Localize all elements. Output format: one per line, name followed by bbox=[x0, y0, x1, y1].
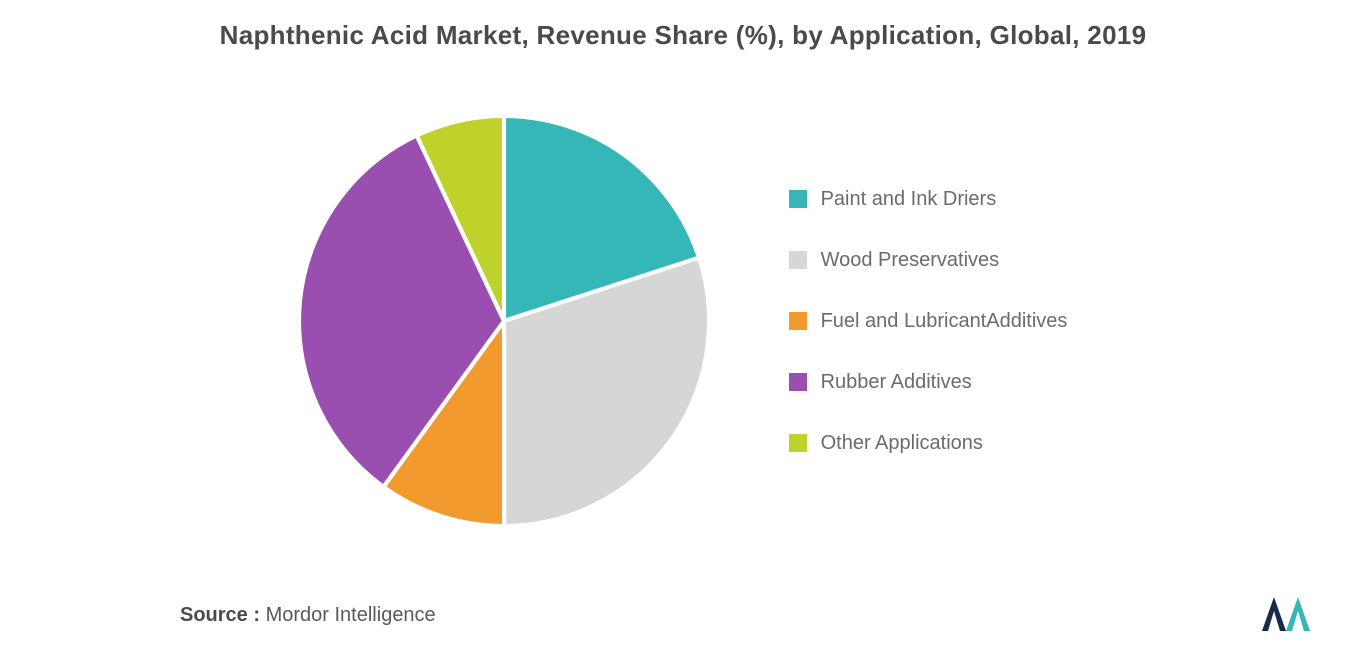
legend-swatch bbox=[789, 434, 807, 452]
legend-label: Wood Preservatives bbox=[821, 249, 1000, 272]
legend-item: Wood Preservatives bbox=[789, 249, 1068, 272]
legend-label: Fuel and LubricantAdditives bbox=[821, 310, 1068, 333]
legend-label: Rubber Additives bbox=[821, 371, 972, 394]
legend-item: Paint and Ink Driers bbox=[789, 188, 1068, 211]
legend-swatch bbox=[789, 312, 807, 330]
source-attribution: Source : Mordor Intelligence bbox=[180, 604, 436, 627]
source-label: Source : bbox=[180, 604, 260, 626]
brand-logo bbox=[1256, 591, 1316, 631]
legend: Paint and Ink Driers Wood Preservatives Fu… bbox=[789, 188, 1068, 455]
logo-bar-dark bbox=[1262, 597, 1286, 631]
legend-label: Other Applications bbox=[821, 432, 983, 455]
pie-chart bbox=[299, 116, 709, 526]
legend-item: Fuel and LubricantAdditives bbox=[789, 310, 1068, 333]
legend-swatch bbox=[789, 190, 807, 208]
legend-swatch bbox=[789, 373, 807, 391]
logo-bar-teal bbox=[1286, 597, 1310, 631]
legend-item: Other Applications bbox=[789, 432, 1068, 455]
chart-title: Naphthenic Acid Market, Revenue Share (%… bbox=[0, 0, 1366, 51]
legend-item: Rubber Additives bbox=[789, 371, 1068, 394]
legend-label: Paint and Ink Driers bbox=[821, 188, 997, 211]
chart-area: Paint and Ink Driers Wood Preservatives Fu… bbox=[0, 81, 1366, 561]
legend-swatch bbox=[789, 251, 807, 269]
source-text: Mordor Intelligence bbox=[266, 604, 436, 626]
